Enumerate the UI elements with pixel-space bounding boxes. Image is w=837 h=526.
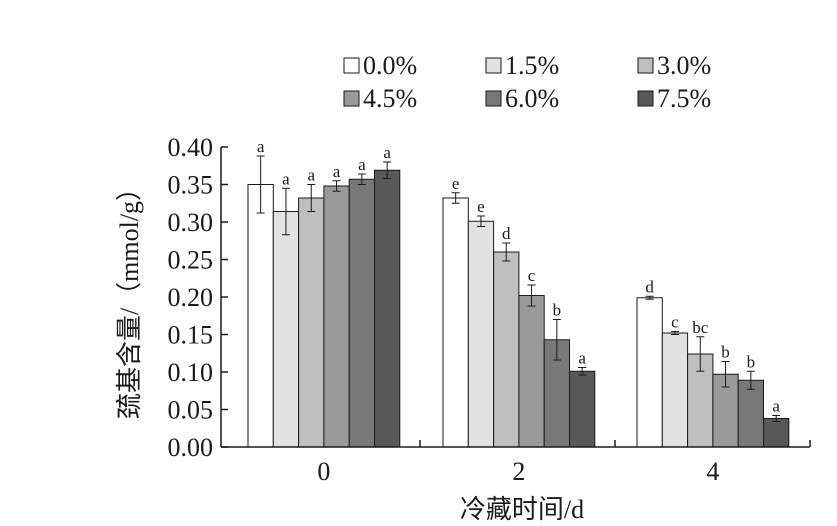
bar <box>493 251 520 448</box>
significance-letter: d <box>502 224 511 243</box>
error-bar <box>357 173 366 185</box>
significance-letter: b <box>747 352 756 371</box>
legend-item: 6.0% <box>485 84 559 113</box>
significance-letter: a <box>333 162 341 181</box>
error-bar <box>721 361 730 388</box>
significance-letter: a <box>307 166 315 185</box>
error-bar <box>502 242 511 262</box>
legend-label: 3.0% <box>657 51 711 80</box>
bar <box>272 211 300 448</box>
significance-letter: a <box>358 155 366 174</box>
significance-letter: a <box>257 137 265 156</box>
significance-letter: c <box>671 313 679 332</box>
error-bar <box>696 336 705 372</box>
error-bar <box>256 155 265 214</box>
error-bar <box>476 215 485 227</box>
bar <box>442 197 469 448</box>
bar <box>569 370 596 448</box>
x-tick-label: 4 <box>706 457 719 486</box>
x-axis-label: 冷藏时间/d <box>460 495 584 524</box>
y-tick-label: 0.25 <box>168 246 214 275</box>
legend-label: 7.5% <box>657 84 711 113</box>
significance-letter: d <box>645 277 654 296</box>
x-tick-label: 0 <box>317 457 330 486</box>
legend-swatch <box>485 90 502 107</box>
significance-letter: a <box>578 349 586 368</box>
significance-letter: b <box>553 301 562 320</box>
bar <box>298 197 325 448</box>
x-axis: 0 2 4 <box>221 440 811 486</box>
legend-swatch <box>343 90 360 107</box>
legend: 0.0% 1.5% 3.0% 4.5% 6.0% 7.5% <box>343 51 711 113</box>
y-tick-label: 0.20 <box>168 283 214 312</box>
bar <box>661 332 689 448</box>
legend-swatch <box>637 57 654 74</box>
y-tick-label: 0.05 <box>168 396 214 425</box>
error-bar <box>552 319 561 361</box>
bar <box>636 297 663 448</box>
bar <box>737 379 765 448</box>
y-tick-label: 0.00 <box>168 433 214 462</box>
error-bar <box>332 180 341 192</box>
significance-letter: c <box>528 266 536 285</box>
bar <box>763 418 790 448</box>
significance-letter: bc <box>692 318 709 337</box>
legend-swatch <box>637 90 654 107</box>
significance-letter: e <box>452 174 460 193</box>
y-tick-label: 0.15 <box>168 321 214 350</box>
bar <box>374 169 401 448</box>
error-bar <box>746 370 755 390</box>
y-tick-label: 0.35 <box>168 171 214 200</box>
y-axis-label: 巯基含量/（mmol/g） <box>115 175 144 419</box>
legend-item: 3.0% <box>637 51 711 80</box>
error-bar <box>645 295 654 300</box>
bar <box>467 220 495 448</box>
error-bar <box>383 161 392 179</box>
legend-label: 4.5% <box>363 84 417 113</box>
error-bar <box>578 367 587 376</box>
y-axis: 0.00 0.05 0.10 0.15 0.20 0.25 0.30 0.35 0.40 <box>168 133 228 462</box>
significance-letter: b <box>721 343 730 362</box>
legend-swatch <box>485 57 502 74</box>
error-bar <box>670 331 679 335</box>
error-bar <box>527 284 536 307</box>
bar <box>518 295 545 448</box>
x-tick-label: 2 <box>512 457 525 486</box>
y-tick-label: 0.30 <box>168 208 214 237</box>
legend-label: 0.0% <box>363 51 417 80</box>
legend-item: 4.5% <box>343 84 417 113</box>
legend-label: 1.5% <box>505 51 559 80</box>
legend-swatch <box>343 57 360 74</box>
legend-item: 1.5% <box>485 51 559 80</box>
legend-item: 0.0% <box>343 51 417 80</box>
error-bar <box>307 184 316 212</box>
error-bar <box>772 415 781 422</box>
bar <box>323 185 350 448</box>
significance-letter: e <box>477 197 485 216</box>
bar <box>247 184 274 448</box>
y-tick-label: 0.40 <box>168 133 214 162</box>
legend-label: 6.0% <box>505 84 559 113</box>
error-bar <box>451 192 460 204</box>
significance-letter: a <box>282 169 290 188</box>
legend-item: 7.5% <box>637 84 711 113</box>
error-bar <box>281 187 290 236</box>
significance-letter: a <box>772 397 780 416</box>
bar <box>348 178 376 448</box>
y-tick-label: 0.10 <box>168 358 214 387</box>
significance-letter: a <box>383 143 391 162</box>
